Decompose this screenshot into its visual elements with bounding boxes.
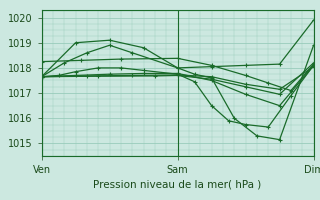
X-axis label: Pression niveau de la mer( hPa ): Pression niveau de la mer( hPa ) xyxy=(93,179,262,189)
